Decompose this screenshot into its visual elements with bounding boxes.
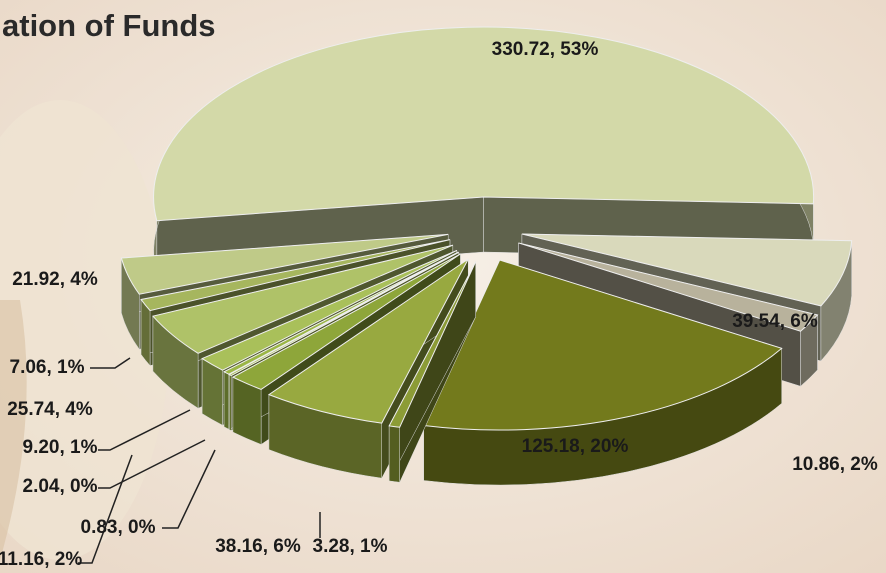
slice (231, 253, 461, 391)
decor (0, 100, 170, 560)
data-label: 9.20, 1% (23, 437, 98, 458)
data-label: 3.28, 1% (313, 536, 388, 557)
data-label: 7.06, 1% (10, 357, 85, 378)
slice-side (223, 371, 230, 430)
labels: 330.72, 53% 39.54, 6% 10.86, 2% 125.18, 20%… (0, 39, 878, 570)
data-label: 330.72, 53% (492, 39, 599, 60)
slice (267, 258, 469, 424)
slice (388, 261, 477, 428)
leader-line (78, 454, 133, 564)
slice-side (229, 374, 232, 431)
slice (222, 251, 459, 375)
slice (140, 239, 451, 312)
data-label: 25.74, 4% (7, 399, 93, 420)
slice (152, 244, 453, 354)
slice-side (388, 425, 400, 483)
data-label: 0.83, 0% (81, 517, 156, 538)
decor (0, 300, 27, 560)
leader-line (162, 449, 216, 529)
data-label: 39.54, 6% (732, 311, 818, 332)
data-label: 2.04, 0% (23, 476, 98, 497)
data-label: 21.92, 4% (12, 269, 98, 290)
slice (228, 251, 459, 377)
pie (120, 26, 853, 486)
leader-line (98, 439, 206, 489)
data-label: 125.18, 20% (522, 436, 629, 457)
slice (201, 250, 458, 371)
slice (153, 26, 815, 222)
data-label: 38.16, 6% (215, 536, 301, 557)
data-label: 10.86, 2% (792, 454, 878, 475)
leader-line (98, 409, 191, 451)
leader-line (90, 357, 131, 369)
data-label: 11.16, 2% (0, 549, 82, 570)
slice (518, 242, 819, 332)
slice (120, 233, 449, 295)
slice (521, 233, 853, 307)
slice (422, 259, 783, 431)
chart-title: ation of Funds (2, 8, 216, 43)
